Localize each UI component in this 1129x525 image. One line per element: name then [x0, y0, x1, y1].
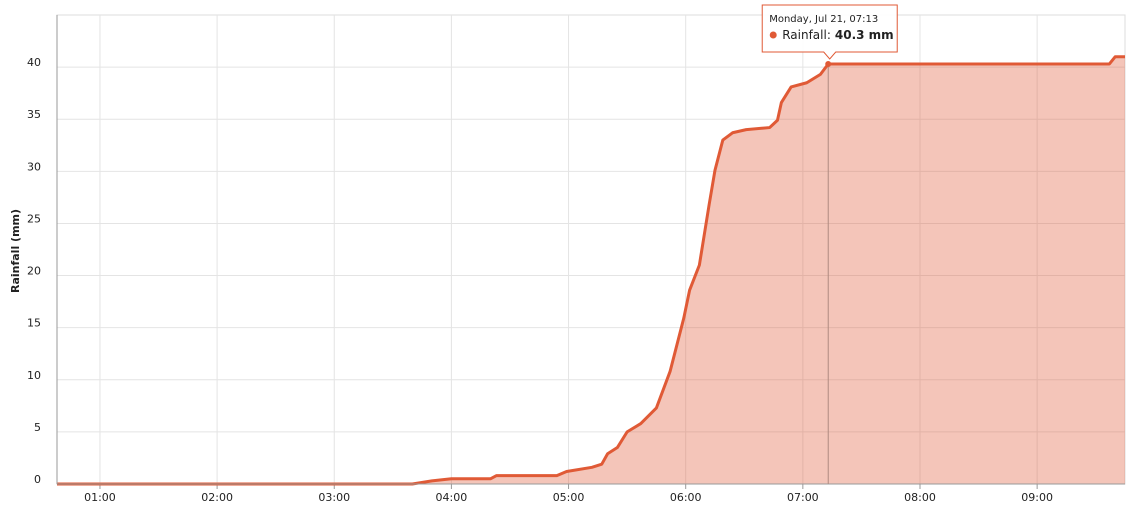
- hover-point: [825, 60, 832, 67]
- tooltip: Monday, Jul 21, 07:13 Rainfall: 40.3 mm: [761, 4, 898, 60]
- y-tick-label: 30: [27, 160, 41, 173]
- x-tick-label: 01:00: [84, 491, 116, 504]
- y-tick-label: 40: [27, 56, 41, 69]
- x-tick-label: 05:00: [553, 491, 585, 504]
- line: [57, 55, 1125, 486]
- tooltip-box: [761, 4, 898, 60]
- y-tick-label: 35: [27, 108, 41, 121]
- x-tick-label: 07:00: [787, 491, 819, 504]
- tooltip-marker: [769, 31, 777, 39]
- x-tick-label: 02:00: [201, 491, 233, 504]
- tooltip-value: 40.3 mm: [835, 28, 894, 42]
- x-tick-label: 04:00: [436, 491, 468, 504]
- area-fill: [57, 56, 1125, 484]
- y-tick-label: 10: [27, 369, 41, 382]
- y-axis-label: Rainfall (mm): [9, 209, 22, 293]
- tooltip-series: Rainfall:: [782, 28, 831, 42]
- y-tick-label: 15: [27, 317, 41, 330]
- y-tick-label: 20: [27, 265, 41, 278]
- y-tick-label: 0: [34, 473, 41, 486]
- y-tick-label: 5: [34, 421, 41, 434]
- x-tick-label: 03:00: [318, 491, 350, 504]
- x-tick-label: 06:00: [670, 491, 702, 504]
- tooltip-header: Monday, Jul 21, 07:13: [769, 14, 878, 25]
- tooltip-label: Rainfall: 40.3 mm: [782, 28, 893, 42]
- plot-area: [56, 14, 1126, 485]
- x-tick-label: 09:00: [1021, 491, 1053, 504]
- y-tick-label: 25: [27, 212, 41, 225]
- x-tick-label: 08:00: [904, 491, 936, 504]
